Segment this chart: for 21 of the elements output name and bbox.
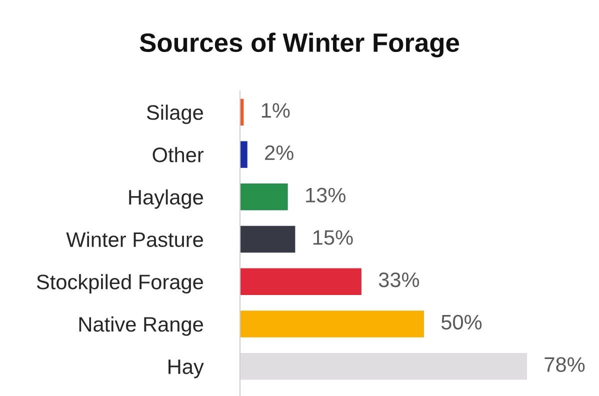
data-label: 15% [313,230,353,245]
y-tick-label: Silage [146,104,203,124]
data-label: 33% [378,272,420,288]
y-tick-label: Winter Pasture [66,232,203,248]
y-tick-label: Native Range [79,316,203,336]
data-label: 50% [441,314,482,330]
y-tick-label: Hay [168,360,204,378]
data-label: 2% [265,145,294,160]
bar [240,310,424,338]
bar [240,184,288,210]
bar [240,268,362,295]
data-label: 1% [262,103,290,118]
y-tick-label: Stockpiled Forage [36,274,203,294]
y-tick-label: Other [152,146,204,162]
chart-title: Sources of Winter Forage [140,32,460,58]
data-label: 78% [544,357,585,372]
y-tick-label: Haylage [129,189,203,209]
bar [240,353,527,380]
bar [240,226,296,253]
data-label: 13% [306,188,346,202]
bar [240,141,248,168]
